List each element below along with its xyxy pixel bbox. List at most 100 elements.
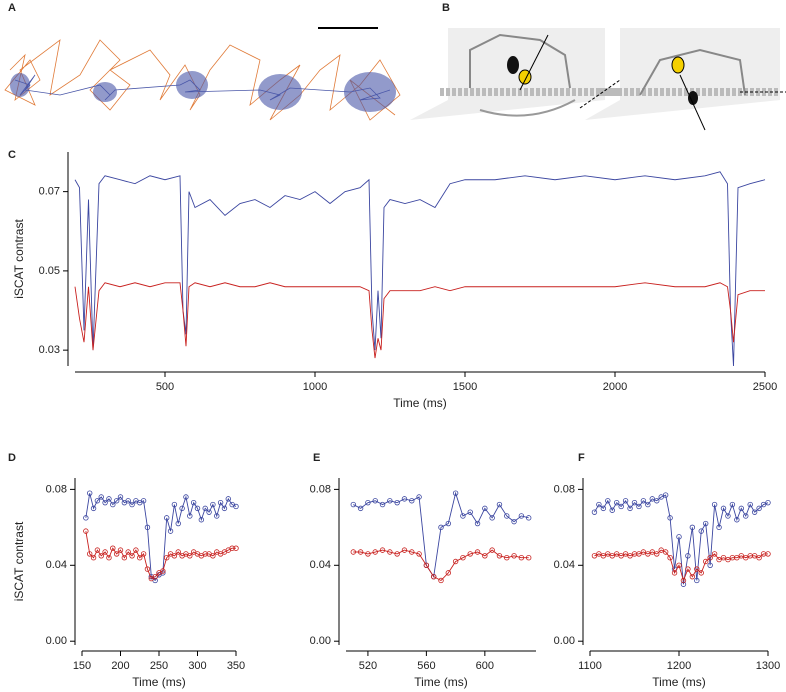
data-point xyxy=(680,577,687,584)
data-point xyxy=(102,499,108,506)
x-tick-label: 520 xyxy=(359,660,377,672)
data-point xyxy=(743,513,749,519)
data-point xyxy=(703,558,709,565)
data-point xyxy=(482,505,488,512)
panel-label: F xyxy=(578,452,585,464)
x-tick-label: 1000 xyxy=(303,381,327,393)
data-point xyxy=(707,562,713,568)
data-point xyxy=(460,555,466,561)
data-point xyxy=(365,499,371,506)
data-point xyxy=(605,551,611,557)
data-point xyxy=(600,505,607,512)
data-point xyxy=(467,509,473,515)
data-point xyxy=(350,549,357,555)
data-point xyxy=(452,558,459,565)
data-point xyxy=(110,501,116,508)
data-point xyxy=(676,562,682,568)
data-point xyxy=(689,573,696,580)
data-point xyxy=(160,568,166,574)
data-point xyxy=(125,549,131,555)
y-tick-label: 0.05 xyxy=(39,265,60,277)
data-point xyxy=(511,518,517,525)
y-tick-label: 0.04 xyxy=(46,559,67,571)
data-point xyxy=(667,555,673,561)
data-point xyxy=(649,496,655,502)
data-point xyxy=(409,498,415,504)
data-point xyxy=(175,520,181,527)
data-point xyxy=(350,501,357,508)
data-line xyxy=(85,493,237,582)
data-point xyxy=(716,524,722,531)
x-axis-label: Time (ms) xyxy=(652,675,706,689)
data-point xyxy=(445,570,452,576)
panel-label: D xyxy=(8,452,16,464)
data-point xyxy=(379,501,386,508)
data-point xyxy=(117,547,124,553)
data-point xyxy=(725,513,731,519)
data-point xyxy=(622,551,629,557)
data-point xyxy=(163,555,170,561)
data-point xyxy=(187,553,193,559)
data-point xyxy=(94,498,101,504)
data-point xyxy=(438,577,444,584)
x-tick-label: 1200 xyxy=(667,660,691,672)
data-point xyxy=(605,498,611,504)
data-point xyxy=(90,505,97,512)
y-tick-label: 0.07 xyxy=(39,186,60,198)
data-point xyxy=(357,549,364,555)
data-point xyxy=(609,553,615,559)
data-point xyxy=(511,553,517,559)
data-point xyxy=(133,547,139,553)
data-point xyxy=(144,566,151,572)
data-point xyxy=(618,503,624,510)
data-point xyxy=(596,501,602,508)
data-point xyxy=(698,528,704,534)
data-point xyxy=(504,513,510,519)
data-point xyxy=(474,520,481,527)
data-point xyxy=(703,520,709,527)
data-point xyxy=(394,551,400,557)
data-point xyxy=(221,505,228,512)
data-point xyxy=(734,555,740,561)
data-point xyxy=(94,547,101,553)
data-line xyxy=(74,171,766,367)
data-point xyxy=(662,549,669,555)
data-point xyxy=(645,501,651,508)
data-point xyxy=(738,553,744,559)
data-point xyxy=(229,545,235,551)
data-point xyxy=(591,553,598,559)
x-axis-label: Time (ms) xyxy=(393,396,447,410)
panel-label: B xyxy=(442,2,450,14)
data-point xyxy=(452,490,459,496)
data-point xyxy=(357,505,364,512)
data-point xyxy=(720,505,727,512)
data-point xyxy=(175,549,181,555)
data-point xyxy=(698,570,704,576)
trajectories xyxy=(4,39,401,121)
data-point xyxy=(525,515,532,521)
y-tick-label: 0.08 xyxy=(554,483,575,495)
y-tick-label: 0.00 xyxy=(310,635,331,647)
y-tick-label: 0.03 xyxy=(39,344,60,356)
data-point xyxy=(640,549,647,555)
data-point xyxy=(738,505,744,512)
data-point xyxy=(658,494,664,500)
data-point xyxy=(113,498,120,504)
data-line xyxy=(353,491,529,578)
panel-label: C xyxy=(8,149,16,161)
data-point xyxy=(645,551,651,557)
data-point xyxy=(190,499,197,506)
data-point xyxy=(233,503,239,510)
y-axis-label: iSCAT contrast xyxy=(12,219,26,299)
data-point xyxy=(518,555,525,561)
data-point xyxy=(685,566,691,572)
data-point xyxy=(711,551,718,557)
data-point xyxy=(609,507,615,513)
y-tick-label: 0.00 xyxy=(46,635,67,647)
data-point xyxy=(140,551,147,557)
data-point xyxy=(171,501,178,508)
data-point xyxy=(401,547,408,553)
data-point xyxy=(98,553,104,559)
data-point xyxy=(711,501,718,508)
